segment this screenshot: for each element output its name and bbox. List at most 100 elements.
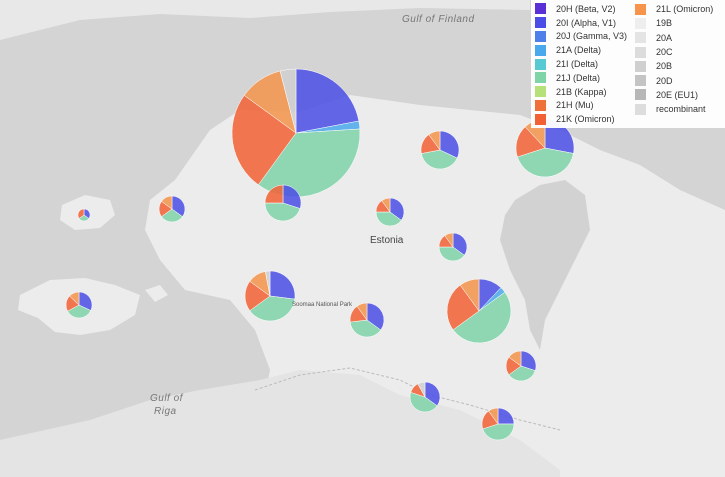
pie-slice[interactable] — [444, 232, 454, 248]
pie-slice[interactable] — [446, 284, 480, 331]
legend-item[interactable]: 20J (Gamma, V3) — [535, 30, 627, 44]
legend-label: 21K (Omicron) — [556, 114, 615, 125]
pie-slice[interactable] — [264, 202, 301, 222]
legend-item[interactable]: 20I (Alpha, V1) — [535, 16, 627, 30]
pie-slice[interactable] — [389, 197, 405, 221]
pie-slice[interactable] — [78, 291, 93, 311]
legend-label: recombinant — [656, 104, 706, 115]
pie-polva[interactable] — [505, 350, 537, 382]
legend-item[interactable]: 21H (Mu) — [535, 98, 627, 112]
pie-slice[interactable] — [265, 270, 271, 297]
legend-column-2: 21L (Omicron) 19B 20A 20C 20B 20D 20E (EU1) rec… — [635, 2, 713, 126]
legend-swatch — [635, 75, 647, 87]
pie-slice[interactable] — [409, 392, 438, 413]
pie-slice[interactable] — [161, 195, 173, 210]
pie-rakvere[interactable] — [420, 130, 460, 170]
legend-swatch — [535, 99, 546, 111]
legend-swatch — [535, 58, 546, 70]
legend-swatch — [535, 72, 546, 84]
pie-tartu[interactable] — [446, 278, 512, 344]
legend-item[interactable]: 20B — [635, 59, 713, 73]
legend-item[interactable]: 21L (Omicron) — [635, 2, 713, 16]
pie-slice[interactable] — [421, 149, 458, 170]
legend-label: 21L (Omicron) — [656, 4, 714, 15]
legend-item[interactable]: recombinant — [635, 102, 713, 116]
muhu-island — [145, 285, 168, 302]
pie-slice[interactable] — [171, 195, 186, 217]
pie-slice[interactable] — [249, 295, 296, 322]
pie-jarva[interactable] — [375, 197, 405, 227]
pie-slice[interactable] — [269, 270, 296, 300]
legend-item[interactable]: 21A (Delta) — [535, 43, 627, 57]
pie-slice[interactable] — [381, 197, 391, 213]
gulf-riga-label-1: Gulf of — [150, 393, 183, 404]
pie-slice[interactable] — [279, 68, 297, 134]
pie-slice[interactable] — [77, 208, 85, 219]
legend-label: 20I (Alpha, V1) — [556, 17, 617, 28]
country-label: Estonia — [370, 235, 404, 246]
legend-item[interactable]: 21J (Delta) — [535, 71, 627, 85]
pie-slice[interactable] — [295, 68, 360, 134]
legend-item[interactable]: 20D — [635, 73, 713, 87]
legend-label: 20H (Beta, V2) — [556, 3, 616, 14]
legend-item[interactable]: 20H (Beta, V2) — [535, 2, 627, 16]
pie-slice[interactable] — [438, 246, 465, 262]
pie-slice[interactable] — [282, 184, 302, 209]
pie-jogeva[interactable] — [438, 232, 468, 262]
pie-laane[interactable] — [158, 195, 186, 223]
pie-slice[interactable] — [508, 365, 536, 382]
lake-peipus — [500, 180, 590, 350]
legend-item[interactable]: 21K (Omicron) — [535, 112, 627, 126]
legend-swatch — [635, 3, 647, 15]
pie-slice[interactable] — [482, 423, 515, 441]
legend-item[interactable]: 20A — [635, 31, 713, 45]
pie-slice[interactable] — [452, 232, 468, 256]
legend-label: 21A (Delta) — [556, 45, 602, 56]
pie-saaremaa[interactable] — [65, 291, 93, 319]
pie-slice[interactable] — [508, 350, 522, 367]
legend-item[interactable]: 19B — [635, 16, 713, 30]
legend-swatch — [635, 17, 647, 29]
pie-valga[interactable] — [409, 381, 441, 413]
pie-slice[interactable] — [428, 130, 441, 151]
legend-item[interactable]: 20C — [635, 45, 713, 59]
pie-slice[interactable] — [375, 211, 402, 227]
legend-column-1: 20H (Beta, V2) 20I (Alpha, V1) 20J (Gamma,… — [535, 2, 627, 126]
pie-tallinn[interactable] — [231, 68, 361, 198]
pie-slice[interactable] — [161, 208, 183, 223]
legend-item[interactable]: 21I (Delta) — [535, 57, 627, 71]
pie-slice[interactable] — [459, 278, 480, 312]
pie-slice[interactable] — [424, 381, 441, 407]
pie-slice[interactable] — [264, 184, 284, 204]
pie-slice[interactable] — [356, 302, 368, 321]
pie-slice[interactable] — [69, 291, 80, 306]
pie-slice[interactable] — [517, 147, 574, 178]
legend-swatch — [635, 60, 647, 72]
pie-layer — [65, 68, 575, 441]
pie-slice[interactable] — [452, 291, 512, 344]
pie-slice[interactable] — [439, 130, 460, 159]
pie-voru[interactable] — [481, 407, 515, 441]
legend-label: 20C — [656, 47, 673, 58]
pie-slice[interactable] — [231, 95, 297, 186]
pie-slice[interactable] — [520, 350, 537, 371]
pie-slice[interactable] — [349, 319, 382, 338]
pie-hiiumaa[interactable] — [77, 208, 91, 222]
pie-parnu[interactable] — [244, 270, 296, 322]
pie-slice[interactable] — [488, 407, 499, 425]
finland-land — [0, 0, 530, 40]
legend-swatch — [635, 103, 647, 115]
legend-swatch — [635, 32, 647, 44]
pie-slice[interactable] — [417, 381, 426, 398]
legend-item[interactable]: 20E (EU1) — [635, 88, 713, 102]
legend: 20H (Beta, V2) 20I (Alpha, V1) 20J (Gamma,… — [531, 0, 725, 128]
pie-viljandi[interactable] — [349, 302, 385, 338]
legend-swatch — [535, 86, 546, 98]
latvia-land — [0, 370, 560, 477]
pie-slice[interactable] — [366, 302, 385, 331]
pie-rapla[interactable] — [264, 184, 302, 222]
park-label: Soomaa National Park — [292, 302, 353, 308]
legend-item[interactable]: 21B (Kappa) — [535, 85, 627, 99]
legend-label: 21I (Delta) — [556, 59, 599, 70]
gulf-riga-label-2: Riga — [154, 406, 177, 417]
